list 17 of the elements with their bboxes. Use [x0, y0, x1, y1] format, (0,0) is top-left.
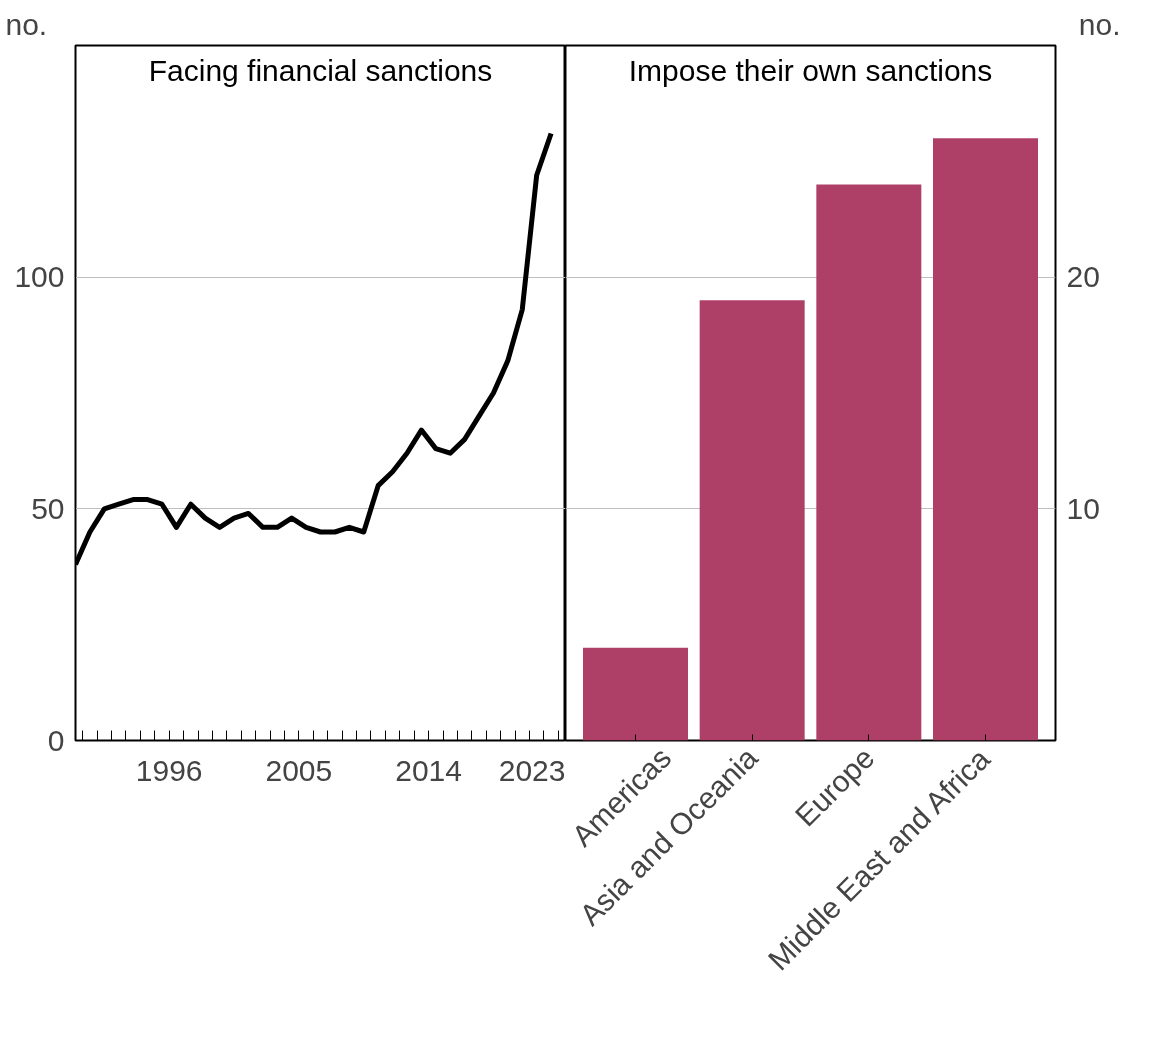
y-tick-label: 20: [1066, 260, 1100, 294]
bar: [699, 300, 805, 741]
y-tick-label: 100: [14, 260, 65, 294]
y-axis-title: no.: [5, 7, 48, 41]
x-tick-label: 2023: [498, 753, 566, 787]
x-tick-label: 2014: [395, 753, 462, 787]
chart-title: Facing financial sanctions: [148, 53, 493, 87]
x-tick-label: 2005: [265, 753, 333, 787]
bar: [583, 647, 688, 741]
y-axis-title: no.: [1078, 7, 1121, 41]
x-tick-label: 1996: [135, 753, 203, 787]
y-tick-label: 50: [31, 491, 65, 525]
y-tick-label: 0: [47, 723, 65, 757]
y-tick-label: 10: [1066, 491, 1100, 525]
bar: [933, 138, 1038, 741]
chart-title: Impose their own sanctions: [628, 53, 993, 87]
bar: [816, 184, 922, 741]
